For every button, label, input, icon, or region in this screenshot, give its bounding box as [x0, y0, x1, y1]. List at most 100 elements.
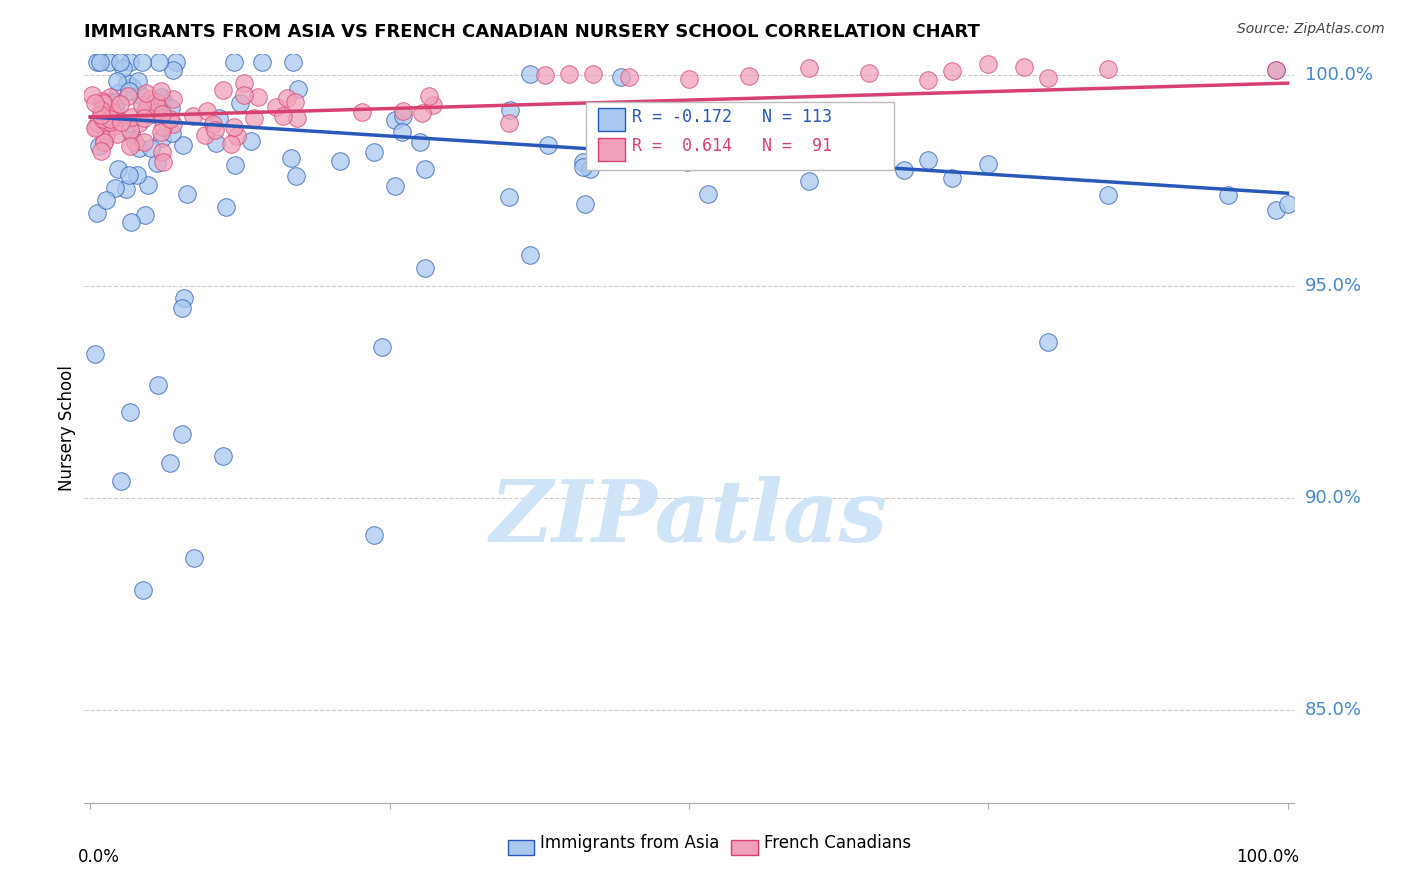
Point [1097, 62, 1119, 76]
Point [148, 54, 170, 69]
Point [107, 87, 129, 101]
Point [118, 84, 141, 98]
Point [572, 155, 595, 169]
Point [90, 108, 112, 122]
Point [162, 92, 184, 106]
Point [105, 127, 128, 141]
Point [271, 109, 294, 123]
Point [150, 131, 173, 145]
Point [89, 54, 111, 69]
Point [145, 95, 167, 110]
FancyBboxPatch shape [599, 138, 624, 161]
Point [162, 117, 184, 131]
Text: 100.0%: 100.0% [1305, 66, 1372, 84]
Point [498, 116, 520, 130]
Point [172, 301, 194, 316]
Point [413, 162, 436, 177]
Point [1264, 63, 1286, 78]
Point [411, 106, 433, 120]
Point [222, 120, 245, 134]
Point [100, 101, 122, 115]
Point [134, 104, 156, 119]
Point [103, 120, 125, 134]
Point [98, 90, 121, 104]
Point [281, 54, 304, 69]
Point [89, 145, 111, 159]
Point [94, 193, 117, 207]
Point [93, 109, 115, 123]
Point [363, 528, 385, 542]
Point [120, 404, 142, 418]
Point [118, 169, 141, 183]
Point [134, 135, 156, 149]
Point [219, 136, 242, 151]
Point [202, 117, 225, 131]
Point [212, 449, 235, 463]
Point [97, 97, 120, 112]
Point [1036, 71, 1059, 86]
Point [170, 427, 193, 442]
Point [797, 174, 820, 188]
Point [413, 261, 436, 276]
Point [162, 62, 184, 77]
Point [93, 135, 115, 149]
Point [195, 103, 218, 118]
Point [86, 54, 108, 69]
Point [96, 112, 118, 127]
Point [240, 134, 263, 148]
Point [391, 125, 413, 139]
Point [110, 474, 132, 488]
Text: French Canadians: French Canadians [763, 833, 911, 852]
Point [797, 61, 820, 75]
Point [893, 163, 915, 178]
Point [124, 135, 146, 149]
Point [172, 137, 194, 152]
Point [91, 112, 114, 126]
Point [194, 128, 217, 143]
Point [697, 186, 720, 201]
Point [941, 171, 963, 186]
Point [574, 197, 596, 211]
Point [111, 61, 134, 75]
Point [152, 154, 174, 169]
Point [132, 582, 155, 597]
Point [136, 178, 159, 192]
Point [150, 84, 173, 98]
Point [94, 128, 117, 142]
Point [1097, 188, 1119, 202]
Point [141, 141, 163, 155]
Point [117, 89, 139, 103]
Point [134, 208, 156, 222]
Point [143, 105, 166, 120]
FancyBboxPatch shape [508, 840, 534, 855]
Point [135, 86, 157, 100]
Point [98, 114, 121, 128]
Point [118, 139, 141, 153]
Point [107, 162, 129, 177]
Point [86, 206, 108, 220]
Point [145, 156, 167, 170]
Point [138, 91, 160, 105]
Point [1216, 188, 1239, 202]
Point [1036, 335, 1059, 350]
Point [115, 76, 138, 90]
Point [519, 248, 541, 262]
Text: R =  0.614   N =  91: R = 0.614 N = 91 [633, 136, 832, 154]
Point [1277, 197, 1299, 211]
Point [941, 64, 963, 78]
Point [176, 186, 198, 201]
Point [1264, 63, 1286, 78]
Point [150, 106, 173, 120]
Point [127, 168, 149, 182]
Point [83, 347, 105, 361]
Point [98, 106, 121, 120]
Point [858, 66, 880, 80]
Point [418, 88, 440, 103]
Point [183, 551, 205, 566]
Point [131, 54, 153, 69]
Point [90, 103, 112, 117]
Point [287, 82, 309, 96]
Point [408, 135, 430, 149]
Point [519, 67, 541, 81]
Point [250, 54, 273, 69]
